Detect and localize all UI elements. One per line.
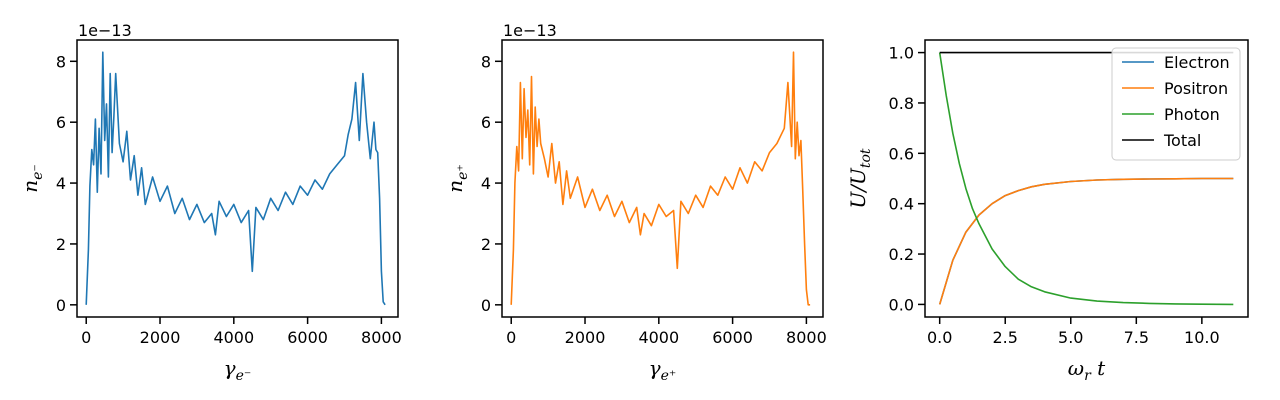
y-tick-label: 0.0 bbox=[889, 295, 914, 314]
y-tick-label: 2 bbox=[56, 235, 66, 254]
plot-frame bbox=[76, 39, 399, 318]
plot-frame bbox=[924, 39, 1249, 318]
x-tick-label: 5.0 bbox=[1058, 328, 1083, 347]
y-tick-label: 0.2 bbox=[889, 245, 914, 264]
x-tick-label: 0 bbox=[81, 328, 91, 347]
x-tick-label: 2.5 bbox=[992, 328, 1017, 347]
y-tick-label: 8 bbox=[481, 52, 491, 71]
x-tick-label: 6000 bbox=[287, 328, 328, 347]
y-tick-label: 4 bbox=[56, 174, 66, 193]
positron-distribution-panel: 0 2000 4000 6000 8000 0 2 4 6 8 1e−13 γe⁺ ne⁺ bbox=[443, 21, 827, 384]
y-tick-label: 0.4 bbox=[889, 195, 914, 214]
x-tick-label: 6000 bbox=[712, 328, 753, 347]
electron-series-line bbox=[938, 177, 1234, 305]
legend-label-total: Total bbox=[1163, 131, 1201, 150]
y-offset-label: 1e−13 bbox=[78, 21, 132, 40]
y-tick-label: 0 bbox=[56, 296, 66, 315]
positron-series-line bbox=[938, 177, 1234, 305]
legend: Electron Positron Photon Total bbox=[1111, 47, 1241, 161]
legend-label-photon: Photon bbox=[1164, 105, 1220, 124]
electron-series-line bbox=[85, 51, 386, 306]
legend-label-electron: Electron bbox=[1164, 53, 1230, 72]
x-axis-label: γe⁻ bbox=[224, 356, 252, 384]
x-tick-label: 4000 bbox=[638, 328, 679, 347]
legend-label-positron: Positron bbox=[1164, 79, 1228, 98]
x-tick-label: 8000 bbox=[786, 328, 827, 347]
x-tick-label: 8000 bbox=[361, 328, 402, 347]
y-offset-label: 1e−13 bbox=[503, 21, 557, 40]
x-tick-label: 10.0 bbox=[1184, 328, 1220, 347]
y-tick-label: 6 bbox=[481, 113, 491, 132]
legend-box bbox=[1111, 47, 1241, 161]
y-tick-label: 6 bbox=[56, 113, 66, 132]
y-tick-label: 0.6 bbox=[889, 144, 914, 163]
electron-distribution-panel: 0 2000 4000 6000 8000 0 2 4 6 8 1e−13 γe⁻ ne⁻ bbox=[18, 21, 402, 384]
y-tick-label: 1.0 bbox=[889, 44, 914, 63]
x-tick-label: 2000 bbox=[565, 328, 606, 347]
x-axis-label: ωr t bbox=[1068, 356, 1106, 384]
positron-series-line bbox=[510, 51, 811, 306]
x-tick-label: 0.0 bbox=[927, 328, 952, 347]
plot-frame bbox=[501, 39, 824, 318]
photon-series-line bbox=[938, 52, 1234, 306]
y-tick-label: 2 bbox=[481, 235, 491, 254]
y-tick-label: 0.8 bbox=[889, 94, 914, 113]
y-axis-label: U/Utot bbox=[846, 148, 874, 209]
y-axis-label: ne⁻ bbox=[18, 164, 46, 193]
y-tick-label: 0 bbox=[481, 296, 491, 315]
x-tick-label: 4000 bbox=[213, 328, 254, 347]
x-tick-label: 7.5 bbox=[1124, 328, 1149, 347]
x-tick-label: 2000 bbox=[140, 328, 181, 347]
x-tick-label: 0 bbox=[506, 328, 516, 347]
y-tick-label: 4 bbox=[481, 174, 491, 193]
y-axis-label: ne⁺ bbox=[443, 164, 471, 193]
x-axis-label: γe⁺ bbox=[649, 356, 677, 384]
y-tick-label: 8 bbox=[56, 52, 66, 71]
energy-evolution-panel: 0.0 2.5 5.0 7.5 10.0 0.0 0.2 0.4 0.6 0.8 1.0 ωr t U/… bbox=[846, 39, 1249, 384]
